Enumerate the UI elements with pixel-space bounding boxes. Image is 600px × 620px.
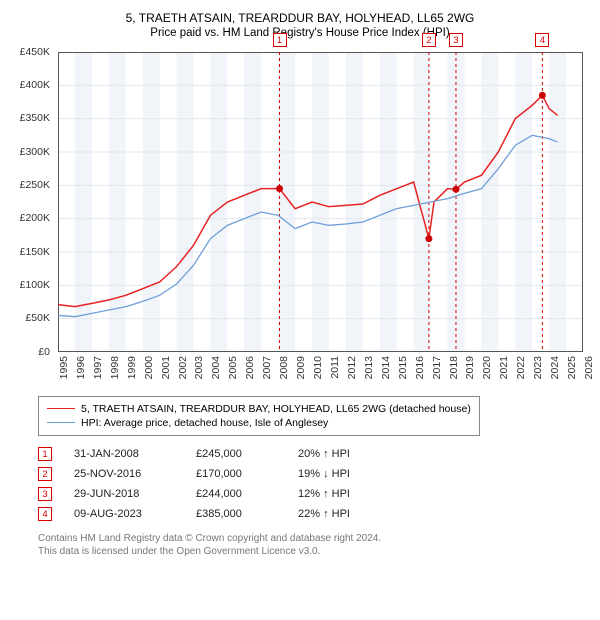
- x-axis-label: 2015: [397, 356, 409, 379]
- y-axis-label: £100K: [20, 279, 50, 291]
- x-axis-label: 1996: [75, 356, 87, 379]
- copyright-footer: Contains HM Land Registry data © Crown c…: [38, 532, 590, 558]
- y-axis-label: £350K: [20, 112, 50, 124]
- x-axis-label: 2022: [515, 356, 527, 379]
- transaction-price: £245,000: [196, 448, 276, 460]
- footer-line: Contains HM Land Registry data © Crown c…: [38, 532, 590, 545]
- transaction-delta: 22% ↑ HPI: [298, 508, 388, 520]
- x-axis-label: 2021: [498, 356, 510, 379]
- sale-marker: 2: [422, 33, 436, 47]
- transaction-marker: 4: [38, 507, 52, 521]
- x-axis-label: 2013: [363, 356, 375, 379]
- page-subtitle: Price paid vs. HM Land Registry's House …: [10, 27, 590, 39]
- x-axis-label: 2014: [380, 356, 392, 379]
- y-axis-label: £250K: [20, 179, 50, 191]
- y-axis-label: £200K: [20, 212, 50, 224]
- transaction-date: 25-NOV-2016: [74, 468, 174, 480]
- x-axis-label: 2016: [414, 356, 426, 379]
- y-axis-label: £400K: [20, 79, 50, 91]
- x-axis-label: 2011: [329, 356, 341, 379]
- transaction-row: 2 25-NOV-2016 £170,000 19% ↓ HPI: [38, 464, 590, 484]
- transaction-price: £244,000: [196, 488, 276, 500]
- legend-label: 5, TRAETH ATSAIN, TREARDDUR BAY, HOLYHEA…: [81, 403, 471, 415]
- x-axis-label: 2001: [160, 356, 172, 379]
- transaction-delta: 20% ↑ HPI: [298, 448, 388, 460]
- transaction-price: £170,000: [196, 468, 276, 480]
- transaction-delta: 19% ↓ HPI: [298, 468, 388, 480]
- x-axis-label: 2020: [481, 356, 493, 379]
- x-axis-label: 2018: [448, 356, 460, 379]
- x-axis-label: 2006: [244, 356, 256, 379]
- transaction-marker: 3: [38, 487, 52, 501]
- price-chart: £0 £50K £100K £150K £200K £250K £300K £350K £400…: [10, 47, 590, 390]
- x-axis-label: 2004: [210, 356, 222, 379]
- page-title: 5, TRAETH ATSAIN, TREARDDUR BAY, HOLYHEA…: [10, 10, 590, 27]
- x-axis-label: 2000: [143, 356, 155, 379]
- legend-label: HPI: Average price, detached house, Isle…: [81, 417, 328, 429]
- footer-line: This data is licensed under the Open Gov…: [38, 545, 590, 558]
- x-axis-label: 2007: [261, 356, 273, 379]
- transaction-date: 29-JUN-2018: [74, 488, 174, 500]
- x-axis-label: 2003: [193, 356, 205, 379]
- transaction-delta: 12% ↑ HPI: [298, 488, 388, 500]
- x-axis-label: 1995: [58, 356, 70, 379]
- x-axis-label: 1999: [126, 356, 138, 379]
- legend: 5, TRAETH ATSAIN, TREARDDUR BAY, HOLYHEA…: [38, 396, 480, 436]
- y-axis-label: £450K: [20, 46, 50, 58]
- x-axis-label: 2019: [464, 356, 476, 379]
- x-axis-label: 2010: [312, 356, 324, 379]
- x-axis-label: 2012: [346, 356, 358, 379]
- transaction-date: 09-AUG-2023: [74, 508, 174, 520]
- sale-marker: 1: [273, 33, 287, 47]
- x-axis-label: 2009: [295, 356, 307, 379]
- transaction-marker: 1: [38, 447, 52, 461]
- y-axis-label: £150K: [20, 246, 50, 258]
- transaction-row: 3 29-JUN-2018 £244,000 12% ↑ HPI: [38, 484, 590, 504]
- transactions-table: 1 31-JAN-2008 £245,000 20% ↑ HPI 2 25-NOV-201…: [38, 444, 590, 524]
- x-axis-label: 2008: [278, 356, 290, 379]
- x-axis-label: 2026: [583, 356, 595, 379]
- sale-marker: 3: [449, 33, 463, 47]
- x-axis-label: 2023: [532, 356, 544, 379]
- legend-swatch: [47, 422, 75, 423]
- chart-plot: [58, 52, 583, 352]
- transaction-date: 31-JAN-2008: [74, 448, 174, 460]
- x-axis-label: 1998: [109, 356, 121, 379]
- y-axis-label: £50K: [25, 312, 50, 324]
- x-axis-label: 2005: [227, 356, 239, 379]
- x-axis-label: 2025: [566, 356, 578, 379]
- legend-item: 5, TRAETH ATSAIN, TREARDDUR BAY, HOLYHEA…: [47, 402, 471, 416]
- y-axis-label: £300K: [20, 146, 50, 158]
- transaction-price: £385,000: [196, 508, 276, 520]
- sale-marker: 4: [535, 33, 549, 47]
- legend-item: HPI: Average price, detached house, Isle…: [47, 416, 471, 430]
- transaction-row: 1 31-JAN-2008 £245,000 20% ↑ HPI: [38, 444, 590, 464]
- x-axis-label: 2024: [549, 356, 561, 379]
- transaction-marker: 2: [38, 467, 52, 481]
- transaction-row: 4 09-AUG-2023 £385,000 22% ↑ HPI: [38, 504, 590, 524]
- x-axis-label: 1997: [92, 356, 104, 379]
- x-axis-label: 2017: [431, 356, 443, 379]
- x-axis-label: 2002: [177, 356, 189, 379]
- y-axis-label: £0: [38, 346, 50, 358]
- legend-swatch: [47, 408, 75, 409]
